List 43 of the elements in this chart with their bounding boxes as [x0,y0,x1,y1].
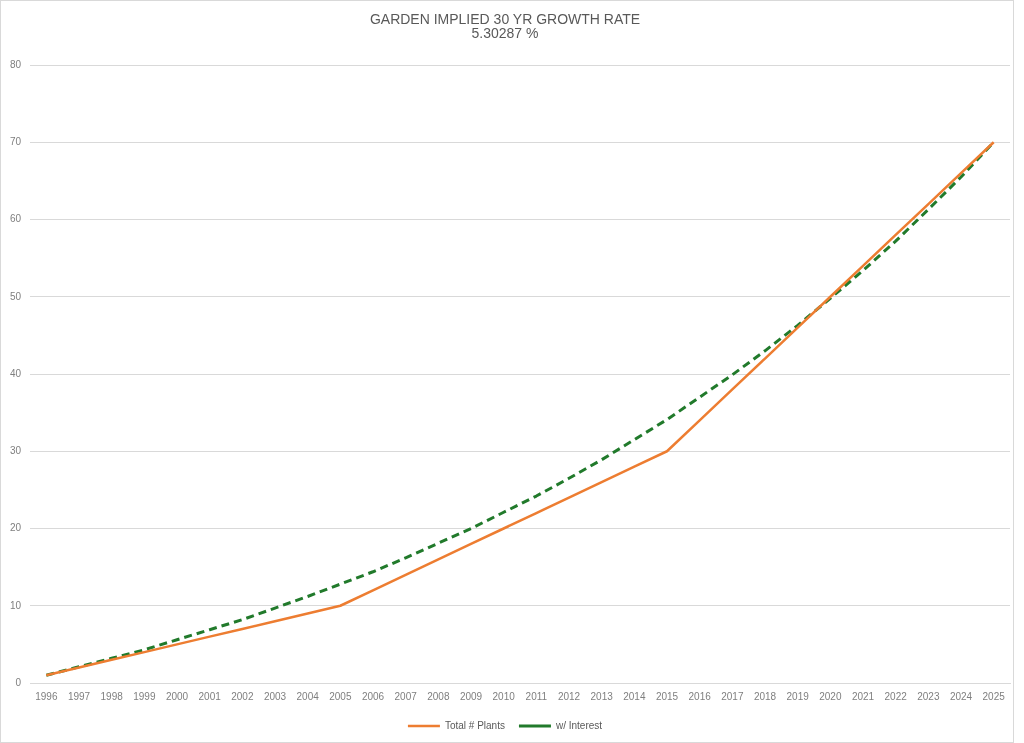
y-tick-label: 50 [9,290,22,302]
chart-title: GARDEN IMPLIED 30 YR GROWTH RATE [369,10,641,27]
x-tick-label: 2001 [198,690,222,702]
x-tick-label: 2024 [949,690,973,702]
x-tick-label: 2005 [329,690,352,702]
y-tick-label: 30 [9,445,22,456]
y-tick-label: 20 [9,522,22,534]
x-tick-label: 2015 [655,690,679,702]
x-tick-label: 2003 [263,690,287,702]
x-tick-label: 2009 [459,690,483,702]
legend-label: w/ Interest [554,719,603,731]
x-tick-label: 2020 [819,690,842,702]
x-tick-label: 2007 [394,690,418,702]
chart-subtitle: 5.30287 % [471,24,539,41]
x-tick-label: 2018 [753,690,777,702]
x-tick-label: 2004 [296,690,320,702]
x-tick-label: 1999 [133,690,156,702]
x-tick-label: 2002 [231,690,254,702]
x-tick-label: 1997 [67,690,91,702]
legend-label: Total # Plants [444,719,505,731]
y-tick-label: 60 [9,213,22,225]
x-tick-label: 1996 [35,690,58,702]
x-tick-label: 2011 [525,690,548,702]
y-tick-label: 40 [9,367,22,379]
y-tick-label: 70 [9,136,22,147]
x-tick-label: 2019 [786,690,810,702]
x-tick-label: 2006 [361,690,385,702]
y-tick-label: 80 [9,58,22,70]
x-tick-label: 2022 [884,690,908,702]
x-tick-label: 2010 [492,690,516,702]
x-tick-label: 2017 [721,690,744,702]
x-tick-label: 2016 [688,690,712,702]
x-tick-label: 2000 [165,690,189,702]
x-tick-label: 2013 [590,690,614,702]
x-tick-label: 2014 [623,690,646,702]
x-tick-label: 2025 [982,690,1006,702]
x-tick-label: 2008 [427,690,450,702]
y-tick-label: 0 [15,676,22,688]
y-tick-label: 10 [9,599,22,611]
x-tick-label: 1998 [100,690,124,702]
x-tick-label: 2021 [851,690,875,702]
x-tick-label: 2023 [917,690,940,702]
x-tick-label: 2012 [557,690,581,702]
